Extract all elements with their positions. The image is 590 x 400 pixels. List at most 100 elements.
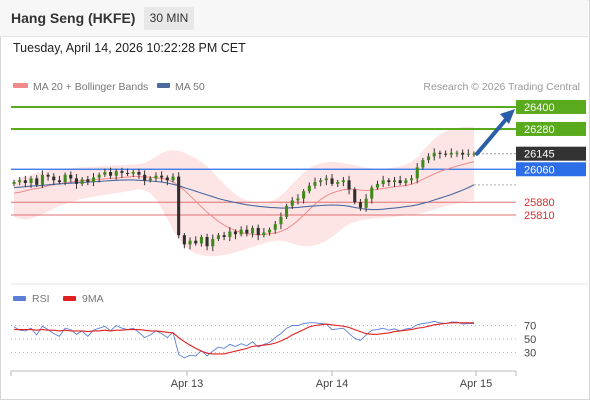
- pivot-label: 26060: [524, 164, 555, 176]
- resistance-label: 26280: [524, 124, 555, 136]
- pivot-tag: [516, 162, 586, 177]
- last-price-tag: [516, 146, 586, 161]
- candle-body: [268, 229, 272, 233]
- candle-body: [182, 235, 186, 245]
- candle-body: [233, 231, 237, 235]
- candle-body: [421, 160, 425, 168]
- bb-legend-swatch: [13, 83, 28, 88]
- candle-body: [398, 180, 402, 183]
- bollinger-band-area: [14, 126, 474, 257]
- candle-body: [69, 174, 73, 179]
- candle-body: [171, 176, 175, 181]
- candle-body: [381, 180, 385, 184]
- candle-body: [131, 172, 135, 174]
- candle-body: [461, 152, 465, 155]
- rsi-legend-swatch: [13, 296, 26, 301]
- rsi-legend-label: RSI: [32, 293, 50, 305]
- ma50-line: [13, 179, 475, 211]
- candle-body: [279, 216, 283, 225]
- candle-body: [347, 180, 351, 190]
- candle-body: [455, 152, 459, 154]
- candle-body: [143, 174, 147, 181]
- candle-body: [290, 200, 294, 206]
- candle-body: [18, 180, 22, 183]
- candle-body: [92, 177, 96, 183]
- support-label: 25810: [524, 210, 555, 222]
- candle-body: [296, 198, 300, 201]
- candle-body: [256, 227, 260, 236]
- candle-body: [444, 153, 448, 155]
- candle-body: [273, 224, 277, 230]
- candle-body: [35, 178, 39, 185]
- ma20-line: [13, 161, 475, 236]
- x-tick-label: Apr 14: [316, 378, 348, 390]
- resistance-tag: [516, 121, 586, 136]
- candle-body: [222, 235, 226, 237]
- timestamp: Tuesday, April 14, 2026 10:22:28 PM CET: [13, 41, 246, 55]
- rsi-9ma-line: [14, 322, 474, 355]
- bb-legend-label: MA 20 + Bollinger Bands: [33, 81, 148, 93]
- candle-body: [29, 178, 33, 183]
- candle-body: [472, 153, 476, 155]
- candle-body: [438, 152, 442, 154]
- candle-body: [63, 174, 67, 183]
- candle-body: [103, 172, 107, 175]
- candle-body: [404, 180, 408, 183]
- candle-body: [285, 205, 289, 217]
- candle-body: [205, 237, 209, 247]
- 9ma-legend-swatch: [63, 296, 76, 301]
- candle-body: [188, 240, 192, 245]
- candle-body: [324, 178, 328, 181]
- candle-body: [114, 171, 118, 176]
- candle-body: [12, 182, 16, 184]
- forecast-arrow-head: [500, 108, 515, 124]
- candle-body: [126, 172, 130, 174]
- candle-body: [46, 174, 50, 177]
- candle-body: [40, 174, 44, 185]
- candle-body: [307, 185, 311, 192]
- candle-body: [86, 179, 90, 182]
- candle-body: [319, 180, 323, 183]
- header-bar: Hang Seng (HKFE) 30 MIN: [0, 0, 588, 37]
- candle-body: [239, 229, 243, 235]
- candle-body: [313, 182, 317, 186]
- candle-body: [432, 152, 436, 157]
- candle-body: [211, 238, 215, 247]
- candle-body: [177, 176, 181, 236]
- candle-body: [199, 237, 203, 244]
- candle-body: [375, 183, 379, 188]
- candle-body: [120, 171, 124, 173]
- candle-body: [364, 198, 368, 208]
- candle-body: [336, 182, 340, 184]
- forecast-arrow-shaft: [475, 114, 510, 156]
- x-tick-label: Apr 13: [171, 378, 203, 390]
- candle-body: [160, 175, 164, 178]
- candle-body: [449, 152, 453, 155]
- timeframe-badge[interactable]: 30 MIN: [144, 7, 194, 30]
- candle-body: [23, 180, 27, 183]
- resistance-label: 26400: [524, 102, 555, 114]
- candle-body: [427, 156, 431, 161]
- candle-body: [302, 191, 306, 199]
- candle-body: [228, 231, 232, 237]
- candle-body: [216, 235, 220, 239]
- rsi-line: [13, 320, 474, 359]
- candle-body: [97, 174, 101, 178]
- candle-body: [341, 180, 345, 183]
- candle-body: [353, 189, 357, 203]
- candle-body: [251, 227, 255, 234]
- ma50-legend-swatch: [157, 83, 170, 88]
- candle-body: [330, 178, 334, 184]
- candle-body: [109, 172, 113, 176]
- 9ma-legend-label: 9MA: [82, 293, 104, 305]
- x-tick-label: Apr 15: [460, 378, 492, 390]
- candle-body: [262, 232, 266, 236]
- candle-body: [148, 178, 152, 181]
- candle-body: [415, 167, 419, 179]
- candle-body: [393, 180, 397, 183]
- rsi-tick-label: 30: [524, 348, 536, 360]
- rsi-tick-label: 50: [524, 334, 536, 346]
- candle-body: [358, 202, 362, 208]
- candle-body: [410, 178, 414, 181]
